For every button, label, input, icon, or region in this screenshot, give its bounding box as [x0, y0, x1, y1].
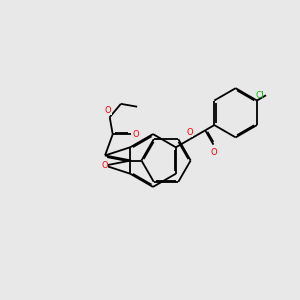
- Text: O: O: [210, 148, 217, 157]
- Text: O: O: [187, 128, 194, 136]
- Text: O: O: [102, 161, 108, 170]
- Text: O: O: [105, 106, 112, 115]
- Text: Cl: Cl: [256, 91, 265, 100]
- Text: O: O: [133, 130, 140, 139]
